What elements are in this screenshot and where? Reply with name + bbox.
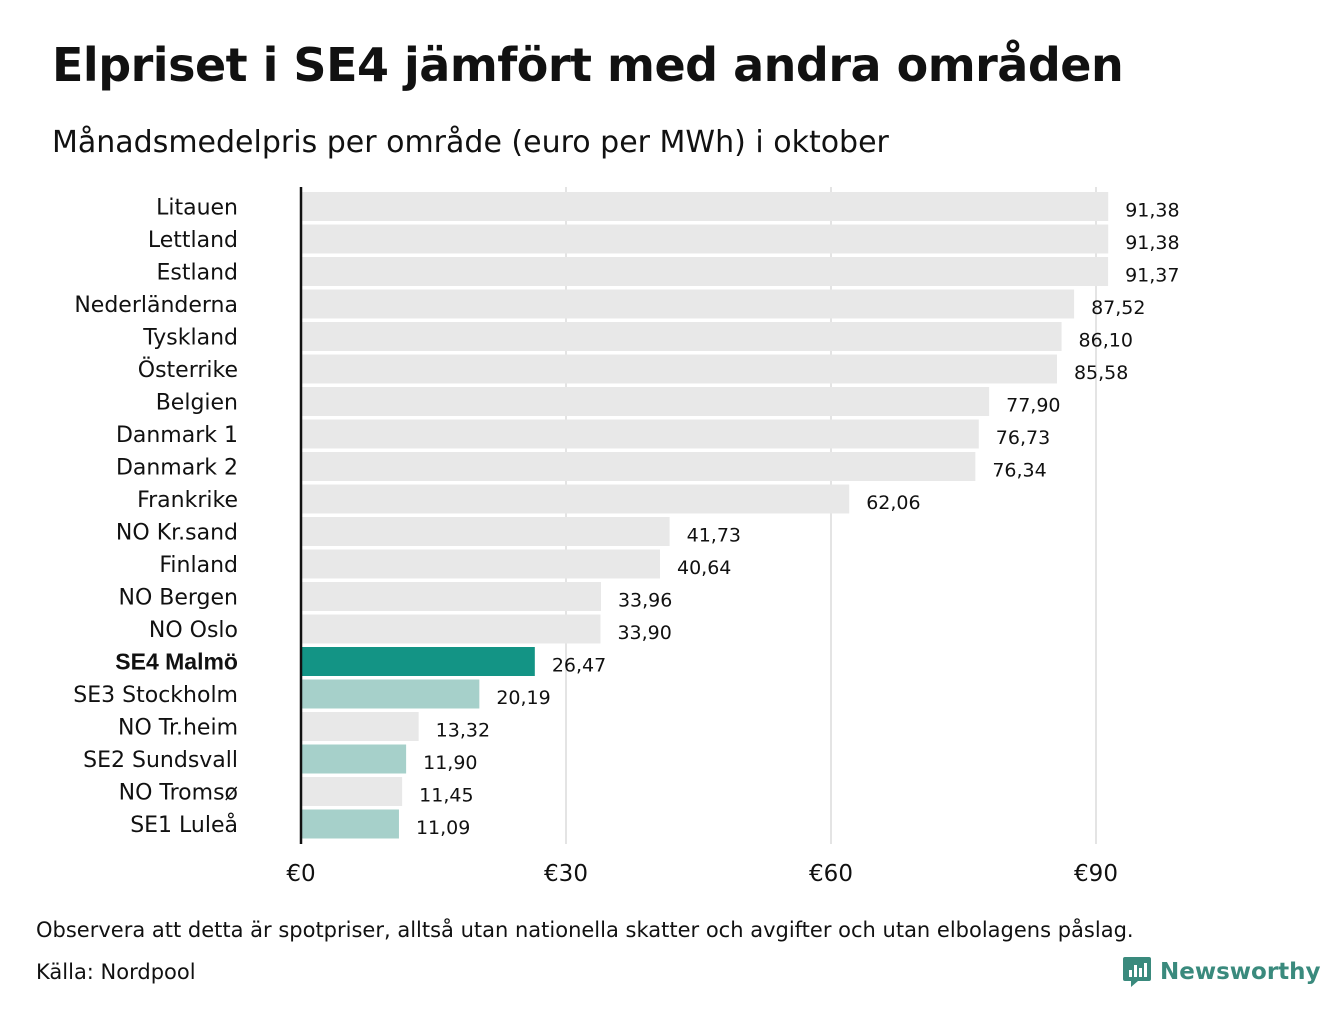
x-tick-label: €30 xyxy=(544,861,588,887)
value-label: 62,06 xyxy=(866,492,920,514)
bar xyxy=(301,452,976,481)
bar xyxy=(301,679,480,709)
value-label: 91,38 xyxy=(1125,232,1179,254)
bar xyxy=(301,647,535,676)
category-label: Belgien xyxy=(156,391,238,416)
category-label: Österrike xyxy=(138,357,238,383)
chart-title: Elpriset i SE4 jämfört med andra områden xyxy=(52,38,1124,92)
category-label: SE1 Luleå xyxy=(130,812,238,838)
category-label: Tyskland xyxy=(142,326,238,351)
category-label: NO Oslo xyxy=(149,618,238,643)
value-label: 76,73 xyxy=(996,427,1050,449)
value-label: 13,32 xyxy=(436,720,490,742)
category-label: NO Tromsø xyxy=(119,781,238,806)
source-text: Källa: Nordpool xyxy=(36,960,196,984)
bar xyxy=(301,419,979,449)
bar xyxy=(301,289,1075,319)
category-label: Lettland xyxy=(148,228,238,253)
bar xyxy=(301,322,1062,351)
chart-subtitle: Månadsmedelpris per område (euro per MWh… xyxy=(52,125,889,160)
value-label: 91,37 xyxy=(1125,265,1179,287)
value-label: 11,90 xyxy=(423,752,477,774)
bar xyxy=(301,517,670,546)
category-label: SE4 Malmö xyxy=(115,649,238,675)
bar xyxy=(301,224,1109,254)
bars xyxy=(301,192,1109,839)
brand-name: Newsworthy xyxy=(1160,959,1321,985)
category-label: NO Kr.sand xyxy=(116,521,238,546)
category-label: Danmark 1 xyxy=(116,423,238,448)
category-label: Estland xyxy=(157,261,239,286)
bar-chart: Litauen Lettland Estland Nederländerna Tyskl… xyxy=(73,187,1180,887)
bar xyxy=(301,387,990,416)
value-label: 40,64 xyxy=(677,557,731,579)
category-label: Danmark 2 xyxy=(116,456,238,481)
category-label: SE3 Stockholm xyxy=(73,683,238,708)
category-label: Frankrike xyxy=(137,488,238,513)
brand-logo: Newsworthy xyxy=(1122,955,1321,989)
bar xyxy=(301,549,660,579)
bar xyxy=(301,257,1109,286)
bar xyxy=(301,354,1057,384)
value-label: 85,58 xyxy=(1074,362,1128,384)
value-labels: 91,38 91,38 91,37 87,52 86,10 85,58 77,90 76,73… xyxy=(416,200,1180,840)
bar xyxy=(301,809,399,839)
category-labels: Litauen Lettland Estland Nederländerna Tyskl… xyxy=(73,196,238,839)
category-label: Nederländerna xyxy=(74,293,238,318)
category-label: NO Tr.heim xyxy=(118,716,238,741)
value-label: 41,73 xyxy=(687,525,741,547)
bar xyxy=(301,744,407,774)
bar xyxy=(301,777,403,806)
x-tick-label: €60 xyxy=(809,861,853,887)
bar xyxy=(301,484,850,514)
category-label: Finland xyxy=(159,553,238,578)
value-label: 11,09 xyxy=(416,817,470,839)
value-label: 33,90 xyxy=(617,622,671,644)
x-axis-ticks: €0 €30 €60 €90 xyxy=(286,861,1118,887)
value-label: 87,52 xyxy=(1091,297,1145,319)
footnote: Observera att detta är spotpriser, allts… xyxy=(36,918,1134,942)
value-label: 86,10 xyxy=(1079,330,1133,352)
category-label: Litauen xyxy=(156,196,238,221)
value-label: 26,47 xyxy=(552,655,606,677)
category-label: NO Bergen xyxy=(119,586,239,611)
newsworthy-logo-icon xyxy=(1123,957,1151,987)
x-tick-label: €0 xyxy=(286,861,315,887)
value-label: 33,96 xyxy=(618,590,672,612)
bar xyxy=(301,192,1109,221)
bar xyxy=(301,582,601,611)
value-label: 11,45 xyxy=(419,785,473,807)
bar xyxy=(301,614,601,644)
value-label: 20,19 xyxy=(496,687,550,709)
value-label: 76,34 xyxy=(992,460,1046,482)
value-label: 77,90 xyxy=(1006,395,1060,417)
value-label: 91,38 xyxy=(1125,200,1179,222)
category-label: SE2 Sundsvall xyxy=(83,748,238,773)
x-tick-label: €90 xyxy=(1074,861,1118,887)
bar xyxy=(301,712,419,741)
